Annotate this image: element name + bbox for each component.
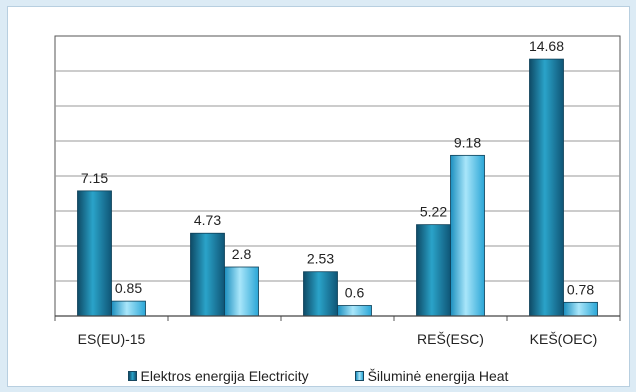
data-label-electricity: 7.15 xyxy=(81,170,108,186)
x-tick-label: ES(EU)-15 xyxy=(78,331,146,347)
bar-heat xyxy=(337,305,372,317)
bar-electricity xyxy=(303,271,338,317)
plot-area: 7.15 4.73 2.53 5.22 14.68 0.85 2.8 0.6 9.18 0.78 E… xyxy=(54,35,621,347)
legend: Elektros energija Electricity Šiluminė e… xyxy=(0,368,636,384)
data-label-heat: 0.6 xyxy=(345,285,365,301)
legend-item-heat: Šiluminė energija Heat xyxy=(354,368,509,384)
legend-item-electricity: Elektros energija Electricity xyxy=(127,368,309,384)
legend-swatch-electricity xyxy=(127,371,137,381)
bar-heat xyxy=(450,154,485,317)
data-label-heat: 0.85 xyxy=(115,280,142,296)
bar-electricity xyxy=(416,224,451,317)
data-label-heat: 2.8 xyxy=(232,246,252,262)
bar-electricity xyxy=(529,58,564,317)
x-tick-label: KEŠ(OEC) xyxy=(530,331,598,347)
x-tick-label: REŠ(ESC) xyxy=(417,331,484,347)
legend-label-heat: Šiluminė energija Heat xyxy=(367,368,509,384)
data-label-electricity: 14.68 xyxy=(529,38,564,54)
bar-electricity xyxy=(77,190,112,317)
bar-heat xyxy=(563,301,598,317)
legend-swatch-heat xyxy=(354,371,364,381)
data-label-electricity: 4.73 xyxy=(194,212,221,228)
bar-heat xyxy=(224,266,259,317)
data-label-electricity: 2.53 xyxy=(307,251,334,267)
legend-label-electricity: Elektros energija Electricity xyxy=(140,368,309,384)
bar-heat xyxy=(111,300,146,317)
bar-electricity xyxy=(190,232,225,317)
data-label-heat: 0.78 xyxy=(567,281,594,297)
data-label-heat: 9.18 xyxy=(454,134,481,150)
data-label-electricity: 5.22 xyxy=(420,204,447,220)
